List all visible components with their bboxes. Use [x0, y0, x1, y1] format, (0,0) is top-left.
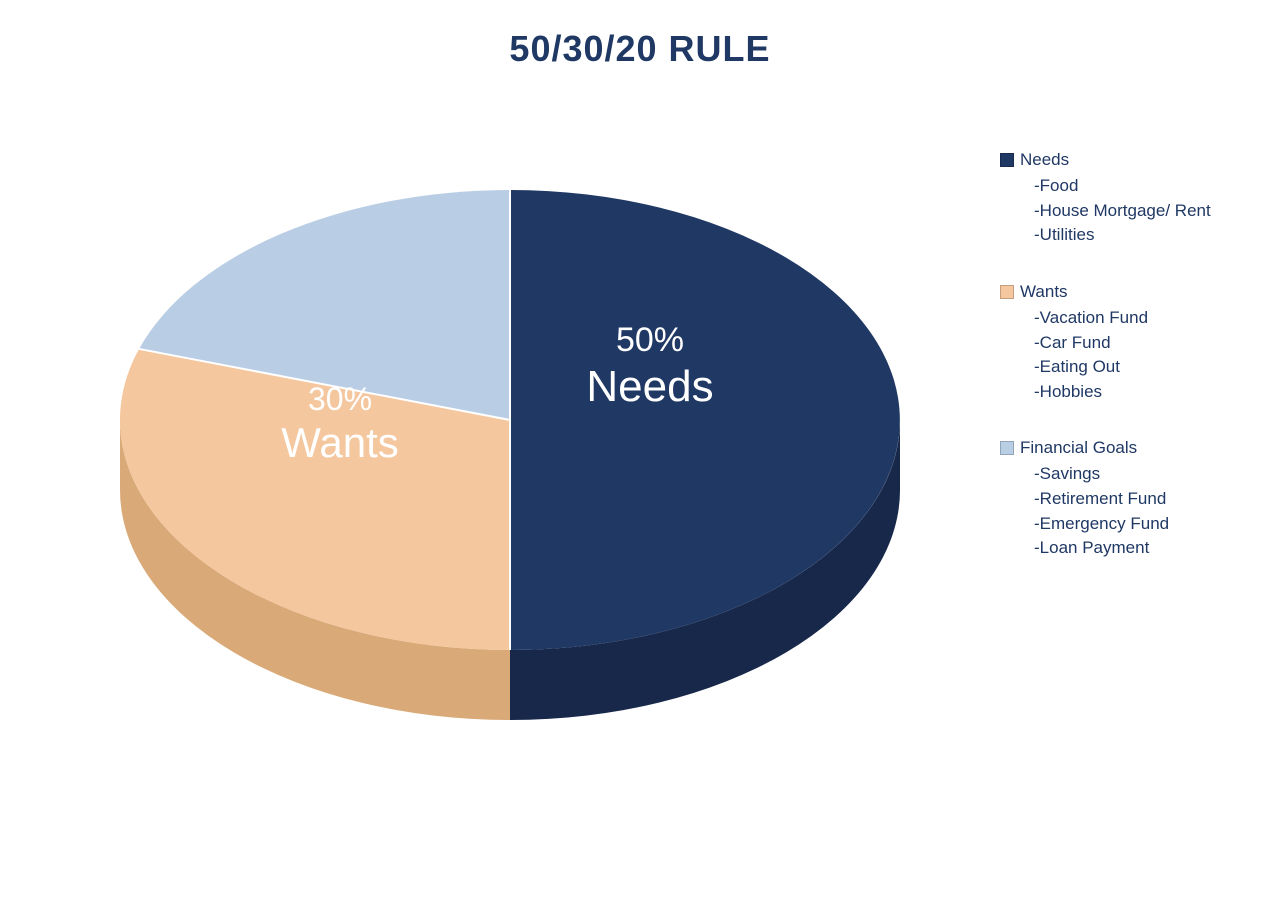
- slice-name-wants: Wants: [210, 418, 470, 468]
- legend-item: -Eating Out: [1034, 355, 1250, 380]
- legend-item: -Food: [1034, 174, 1250, 199]
- legend-title: Financial Goals: [1020, 438, 1137, 458]
- pie-svg: [60, 100, 960, 740]
- legend-items: -Savings-Retirement Fund-Emergency Fund-…: [1000, 462, 1250, 561]
- legend-swatch: [1000, 441, 1014, 455]
- slice-label-needs: 50% Needs: [520, 320, 780, 414]
- legend-title: Needs: [1020, 150, 1069, 170]
- legend-title: Wants: [1020, 282, 1068, 302]
- legend-item: -Car Fund: [1034, 331, 1250, 356]
- slice-label-wants: 30% Wants: [210, 380, 470, 469]
- slice-name-goals: Financial Goals: [340, 855, 452, 922]
- legend-header: Financial Goals: [1000, 438, 1250, 458]
- legend-item: -Vacation Fund: [1034, 306, 1250, 331]
- pie-chart: 50% Needs 30% Wants 20% Financial Goals: [60, 100, 960, 700]
- legend-item: -Emergency Fund: [1034, 512, 1250, 537]
- legend-items: -Food-House Mortgage/ Rent-Utilities: [1000, 174, 1250, 248]
- slice-pct-wants: 30%: [210, 380, 470, 418]
- legend-items: -Vacation Fund-Car Fund-Eating Out-Hobbi…: [1000, 306, 1250, 405]
- legend-item: -Loan Payment: [1034, 536, 1250, 561]
- legend-header: Needs: [1000, 150, 1250, 170]
- legend-item: -Hobbies: [1034, 380, 1250, 405]
- legend-item: -Retirement Fund: [1034, 487, 1250, 512]
- chart-title: 50/30/20 RULE: [0, 28, 1280, 70]
- slice-pct-goals: 20%: [255, 875, 315, 911]
- legend-group: Needs -Food-House Mortgage/ Rent-Utilitie…: [1000, 150, 1250, 248]
- slice-name-needs: Needs: [520, 361, 780, 414]
- legend-item: -House Mortgage/ Rent: [1034, 199, 1250, 224]
- legend-header: Wants: [1000, 282, 1250, 302]
- legend-item: -Utilities: [1034, 223, 1250, 248]
- legend-group: Financial Goals-Savings-Retirement Fund-…: [1000, 438, 1250, 561]
- legend-swatch: [1000, 153, 1014, 167]
- legend: Needs -Food-House Mortgage/ Rent-Utilitie…: [1000, 150, 1250, 595]
- legend-group: Wants -Vacation Fund-Car Fund-Eating Out-…: [1000, 282, 1250, 405]
- slice-pct-needs: 50%: [520, 320, 780, 361]
- legend-item: -Savings: [1034, 462, 1250, 487]
- legend-swatch: [1000, 285, 1014, 299]
